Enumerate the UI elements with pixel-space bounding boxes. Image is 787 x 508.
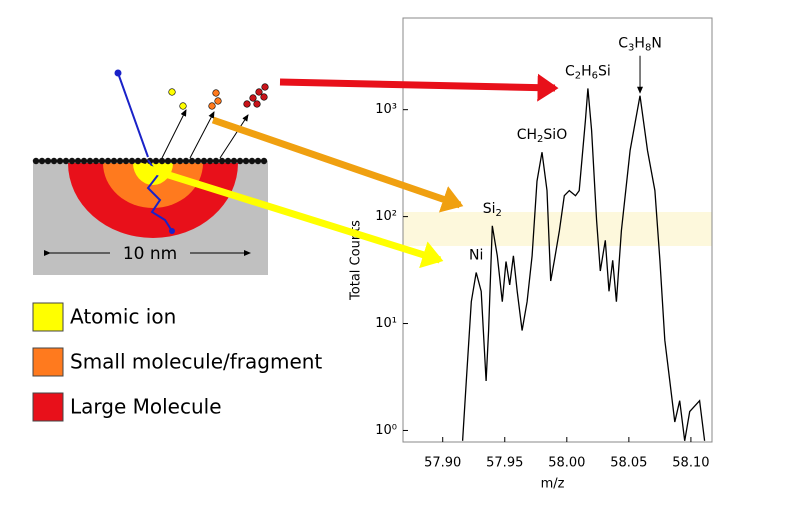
legend-label: Small molecule/fragment bbox=[70, 350, 322, 374]
molecule bbox=[164, 157, 172, 165]
particles bbox=[168, 83, 269, 110]
molecule bbox=[146, 157, 154, 165]
molecule bbox=[254, 157, 262, 165]
molecule bbox=[224, 157, 232, 165]
primary-ion-path bbox=[117, 72, 149, 158]
x-axis-label: m/z bbox=[541, 477, 565, 492]
molecule bbox=[32, 157, 40, 165]
surface-molecules bbox=[32, 157, 268, 165]
primary-ion bbox=[114, 69, 122, 77]
molecule bbox=[230, 157, 238, 165]
molecule bbox=[116, 157, 124, 165]
scale-label: 10 nm bbox=[123, 244, 177, 264]
molecule bbox=[212, 157, 220, 165]
molecule bbox=[134, 157, 142, 165]
molecule bbox=[92, 157, 100, 165]
molecule bbox=[104, 157, 112, 165]
molecule bbox=[182, 157, 190, 165]
pointer-large bbox=[279, 73, 559, 102]
emit-arrow bbox=[161, 109, 187, 159]
pointer-small bbox=[211, 116, 464, 213]
molecule bbox=[80, 157, 88, 165]
x-tick-label: 57.90 bbox=[424, 456, 461, 471]
legend-label: Atomic ion bbox=[70, 305, 176, 329]
molecule bbox=[242, 157, 250, 165]
legend: Atomic ion Small molecule/fragment Large M… bbox=[32, 302, 322, 422]
molecule bbox=[74, 157, 82, 165]
spectrum-line bbox=[461, 88, 706, 441]
molecule bbox=[86, 157, 94, 165]
molecule bbox=[128, 157, 136, 165]
y-tick-label: 10³ bbox=[375, 102, 397, 117]
molecule bbox=[218, 157, 226, 165]
legend-swatch bbox=[32, 347, 64, 377]
legend-swatch bbox=[32, 302, 64, 332]
peak-label: CH2SiO bbox=[517, 127, 567, 145]
plot-frame bbox=[402, 17, 713, 443]
y-tick-label: 10² bbox=[375, 209, 397, 224]
molecule bbox=[236, 157, 244, 165]
ion-end bbox=[169, 228, 175, 234]
molecule bbox=[140, 157, 148, 165]
molecule bbox=[110, 157, 118, 165]
molecule bbox=[194, 157, 202, 165]
molecule bbox=[44, 157, 52, 165]
x-tick-label: 58.10 bbox=[672, 456, 709, 471]
molecule bbox=[176, 157, 184, 165]
peak-label: C2H6Si bbox=[565, 63, 611, 81]
spectrum: 10⁰ 10¹ 10² 10³ 57.90 57.95 58.00 58.05 58.10 m/z… bbox=[349, 17, 713, 492]
y-tick-label: 10¹ bbox=[375, 316, 397, 331]
molecule bbox=[158, 157, 166, 165]
x-tick-label: 58.00 bbox=[548, 456, 585, 471]
peak-label: Si2 bbox=[483, 201, 502, 219]
molecule bbox=[152, 157, 160, 165]
x-tick-label: 58.05 bbox=[610, 456, 647, 471]
legend-label: Large Molecule bbox=[70, 395, 222, 419]
peak-label: Ni bbox=[469, 248, 483, 264]
molecule bbox=[188, 157, 196, 165]
molecule bbox=[50, 157, 58, 165]
molecule bbox=[68, 157, 76, 165]
molecule bbox=[200, 157, 208, 165]
molecule bbox=[98, 157, 106, 165]
molecule bbox=[122, 157, 130, 165]
molecule bbox=[170, 157, 178, 165]
emit-arrow bbox=[219, 114, 249, 159]
x-tick-label: 57.95 bbox=[486, 456, 523, 471]
legend-swatch bbox=[32, 392, 64, 422]
molecule bbox=[56, 157, 64, 165]
molecule bbox=[248, 157, 256, 165]
peak-label: C3H8N bbox=[618, 36, 662, 54]
pointer-atomic bbox=[138, 162, 444, 269]
emit-arrow bbox=[189, 111, 215, 159]
y-axis-label: Total Counts bbox=[349, 220, 364, 301]
y-tick-label: 10⁰ bbox=[375, 423, 397, 438]
molecule bbox=[260, 157, 268, 165]
molecule bbox=[62, 157, 70, 165]
molecule bbox=[38, 157, 46, 165]
molecule bbox=[206, 157, 214, 165]
